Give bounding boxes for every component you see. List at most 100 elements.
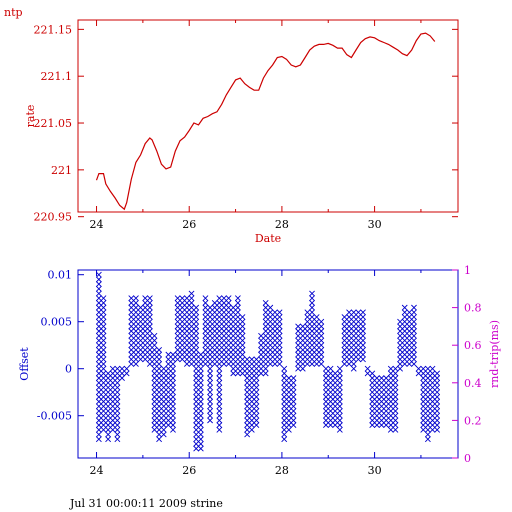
offset-point (336, 412, 343, 419)
offset-point (202, 356, 209, 363)
offset-point (262, 304, 269, 311)
offset-point (369, 417, 376, 424)
offset-point (137, 342, 144, 349)
offset-point (387, 426, 394, 433)
offset-point (230, 365, 237, 372)
roundtrip-y-tick-label: 0 (464, 452, 471, 465)
offset-point (160, 384, 167, 391)
offset-point (165, 370, 172, 377)
offset-point (105, 384, 112, 391)
offset-point (387, 389, 394, 396)
offset-point (318, 351, 325, 358)
offset-point (95, 370, 102, 377)
offset-point (193, 323, 200, 330)
offset-point (95, 384, 102, 391)
offset-point (383, 417, 390, 424)
offset-x-tick-label: 24 (90, 464, 104, 477)
offset-point (420, 370, 427, 377)
offset-point (188, 323, 195, 330)
offset-point (174, 342, 181, 349)
offset-point (193, 356, 200, 363)
offset-point (295, 332, 302, 339)
offset-point (378, 403, 385, 410)
offset-point (95, 271, 102, 278)
offset-point (387, 379, 394, 386)
offset-point (332, 393, 339, 400)
offset-point (406, 328, 413, 335)
offset-point (350, 356, 357, 363)
offset-point (207, 309, 213, 316)
offset-point (369, 384, 376, 391)
corner-label: ntp (4, 6, 23, 19)
offset-point (183, 299, 190, 306)
offset-point (267, 328, 274, 335)
offset-point (179, 309, 186, 316)
offset-point (327, 384, 334, 391)
offset-point (262, 314, 269, 320)
offset-point (165, 422, 172, 429)
offset-point (170, 384, 176, 391)
offset-point (253, 370, 260, 377)
offset-point (248, 361, 255, 367)
offset-point (318, 328, 325, 335)
offset-point (137, 309, 144, 316)
offset-point (401, 356, 408, 363)
offset-point (188, 351, 195, 358)
offset-point (216, 318, 223, 325)
offset-point (248, 379, 255, 386)
rate-x-tick-label: 28 (275, 218, 289, 231)
offset-point (95, 281, 102, 288)
offset-point (253, 398, 260, 405)
offset-point (193, 370, 200, 377)
offset-point (109, 422, 116, 429)
offset-point (406, 318, 413, 325)
offset-point (369, 408, 376, 414)
offset-point (179, 356, 186, 363)
offset-point (207, 375, 213, 382)
offset-point (193, 361, 200, 367)
offset-point (373, 384, 380, 391)
offset-point (383, 422, 390, 429)
offset-point (105, 408, 112, 414)
offset-point (193, 351, 200, 358)
offset-point (151, 412, 158, 419)
offset-point (114, 393, 121, 400)
offset-point (142, 295, 149, 302)
offset-point (290, 422, 297, 429)
offset-point (244, 412, 251, 419)
offset-point (193, 417, 200, 424)
offset-point (179, 337, 186, 344)
offset-point (401, 361, 408, 367)
offset-point (323, 398, 329, 405)
offset-point (369, 370, 376, 377)
offset-point (133, 351, 139, 358)
offset-point (360, 318, 366, 325)
offset-point (146, 299, 153, 306)
offset-point (420, 417, 427, 424)
offset-point (160, 365, 167, 372)
offset-point (114, 403, 121, 410)
offset-point (346, 309, 353, 316)
offset-point (156, 356, 163, 363)
offset-point (183, 295, 190, 302)
offset-point (327, 422, 334, 429)
offset-point (424, 398, 431, 405)
offset-point (346, 318, 353, 325)
offset-point (276, 356, 283, 363)
offset-point (420, 403, 427, 410)
offset-point (188, 356, 195, 363)
offset-point (387, 412, 394, 419)
offset-point (137, 351, 144, 358)
offset-point (378, 412, 385, 419)
offset-point (156, 426, 163, 433)
offset-point (346, 361, 353, 367)
offset-point (429, 412, 436, 419)
offset-point (133, 314, 139, 320)
offset-point (188, 304, 195, 311)
offset-point (216, 328, 223, 335)
offset-point (332, 403, 339, 410)
offset-point (387, 365, 394, 372)
offset-point (100, 375, 107, 382)
offset-point (424, 408, 431, 414)
